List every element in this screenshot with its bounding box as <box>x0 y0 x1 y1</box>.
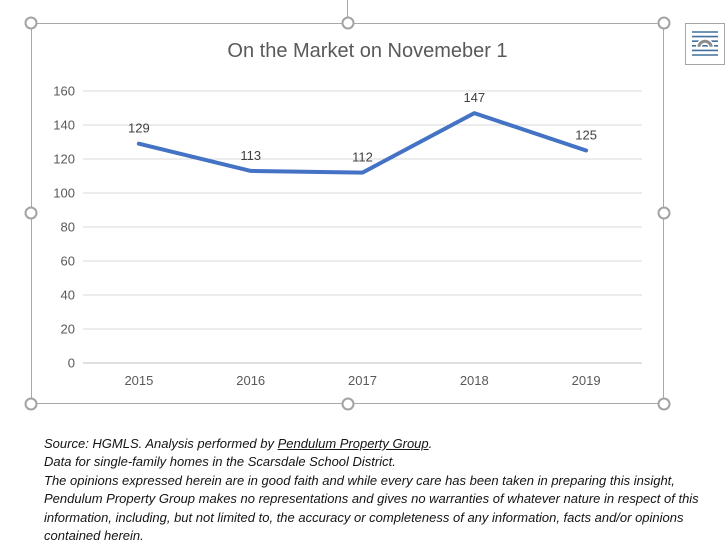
svg-text:2015: 2015 <box>124 373 153 388</box>
resize-handle-top-left[interactable] <box>24 16 38 30</box>
footnote-source-suffix: . <box>428 436 433 451</box>
layout-options-icon <box>692 31 718 56</box>
layout-options-button[interactable] <box>685 23 725 65</box>
footnote-data-line: Data for single-family homes in the Scar… <box>44 454 396 470</box>
svg-text:2016: 2016 <box>236 373 265 388</box>
svg-text:40: 40 <box>61 288 75 303</box>
resize-handle-top-center[interactable] <box>341 16 355 30</box>
svg-text:112: 112 <box>352 150 373 165</box>
svg-text:147: 147 <box>463 90 485 105</box>
chart-object[interactable]: 0 20 40 60 80 100 120 140 160 2015 2016 2017 2018 201… <box>31 23 664 404</box>
svg-text:80: 80 <box>61 220 75 235</box>
resize-handle-top-right[interactable] <box>657 16 671 30</box>
svg-text:125: 125 <box>575 128 597 143</box>
svg-text:2019: 2019 <box>572 373 601 388</box>
svg-text:129: 129 <box>128 121 150 136</box>
svg-text:60: 60 <box>61 254 75 269</box>
resize-handle-bottom-left[interactable] <box>24 397 38 411</box>
svg-text:120: 120 <box>53 152 75 167</box>
footnote-source-line: Source: HGMLS. Analysis performed by Pen… <box>44 435 716 453</box>
svg-text:140: 140 <box>53 118 75 133</box>
svg-text:0: 0 <box>68 356 75 371</box>
footnote-disclaimer: The opinions expressed herein are in goo… <box>44 472 699 544</box>
resize-handle-middle-left[interactable] <box>24 206 38 220</box>
svg-text:On the Market on Novemeber 1: On the Market on Novemeber 1 <box>227 40 507 62</box>
svg-text:113: 113 <box>240 148 261 163</box>
chart-footnote: Source: HGMLS. Analysis performed by Pen… <box>44 435 716 545</box>
svg-text:100: 100 <box>53 186 75 201</box>
svg-text:20: 20 <box>61 322 75 337</box>
svg-text:2017: 2017 <box>348 373 377 388</box>
svg-text:160: 160 <box>53 84 75 99</box>
resize-handle-bottom-center[interactable] <box>341 397 355 411</box>
line-chart: 0 20 40 60 80 100 120 140 160 2015 2016 2017 2018 201… <box>53 40 642 388</box>
resize-handle-bottom-right[interactable] <box>657 397 671 411</box>
svg-text:2018: 2018 <box>460 373 489 388</box>
pendulum-property-group-link[interactable]: Pendulum Property Group <box>277 436 429 451</box>
resize-handle-middle-right[interactable] <box>657 206 671 220</box>
footnote-source-prefix: Source: HGMLS. Analysis performed by <box>44 436 278 451</box>
rotation-handle-stem <box>347 0 348 17</box>
